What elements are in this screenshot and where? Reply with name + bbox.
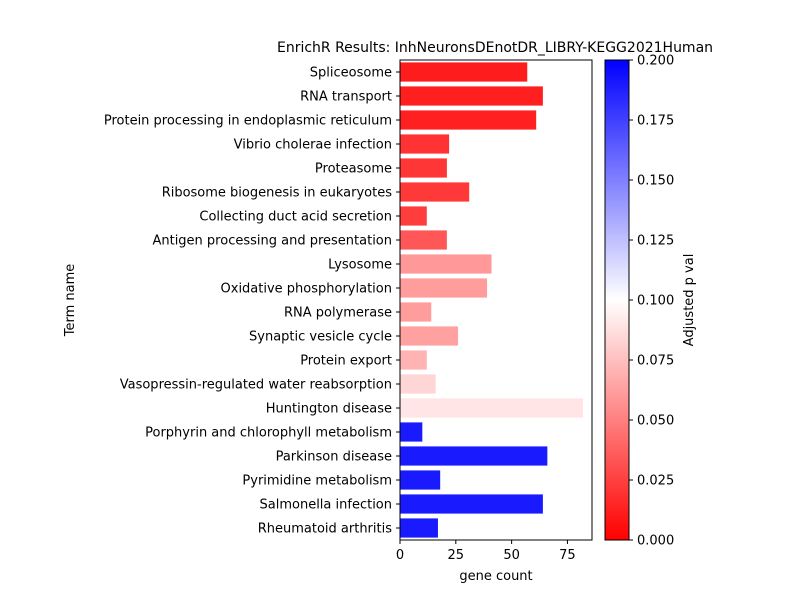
- colorbar-tick-label: 0.200: [637, 54, 674, 69]
- bar: [400, 494, 543, 514]
- chart-title: EnrichR Results: InhNeuronsDEnotDR_LIBRY…: [277, 40, 713, 56]
- y-tick-label: Porphyrin and chlorophyll metabolism: [145, 426, 392, 441]
- bar: [400, 350, 427, 370]
- y-tick-label: Protein export: [300, 354, 392, 369]
- bar: [400, 518, 438, 538]
- bar: [400, 254, 492, 274]
- bar: [400, 62, 528, 82]
- y-tick-label: Synaptic vesicle cycle: [249, 330, 392, 345]
- y-tick-label: Vasopressin-regulated water reabsorption: [120, 378, 392, 393]
- bar: [400, 470, 441, 490]
- colorbar-tick-label: 0.025: [637, 474, 674, 489]
- y-tick-label: Collecting duct acid secretion: [199, 210, 392, 225]
- colorbar-tick-label: 0.050: [637, 414, 674, 429]
- bar: [400, 134, 450, 154]
- colorbar-tick-label: 0.000: [637, 534, 674, 549]
- y-axis-label: Term name: [63, 264, 78, 338]
- colorbar: [604, 59, 630, 541]
- colorbar-tick-label: 0.150: [637, 174, 674, 189]
- colorbar-label: Adjusted p val: [682, 254, 697, 347]
- bar: [400, 206, 427, 226]
- colorbar-tick-label: 0.175: [637, 114, 674, 129]
- y-tick-label: Vibrio cholerae infection: [234, 138, 392, 153]
- colorbar-tick-label: 0.125: [637, 234, 674, 249]
- y-tick-label: Spliceosome: [310, 66, 392, 81]
- plot-frame: [399, 59, 593, 541]
- y-tick-label: Proteasome: [315, 162, 392, 177]
- y-tick-label: Lysosome: [328, 258, 392, 273]
- y-tick-label: RNA transport: [300, 90, 392, 105]
- y-tick-label: Rheumatoid arthritis: [258, 522, 392, 537]
- bar: [400, 374, 436, 394]
- y-tick-label: Parkinson disease: [276, 450, 392, 465]
- y-tick-label: Protein processing in endoplasmic reticu…: [104, 114, 392, 129]
- bar: [400, 326, 459, 346]
- colorbar-ticks: 0.000 0.025 0.050 0.075 0.100 0.125 0.150 0.175…: [629, 54, 674, 549]
- colorbar-tick-label: 0.100: [637, 294, 674, 309]
- y-tick-label: Salmonella infection: [260, 498, 392, 513]
- bar: [400, 302, 432, 322]
- x-axis-label: gene count: [459, 569, 532, 584]
- x-tick-label: 75: [559, 548, 576, 563]
- x-tick-label: 50: [503, 548, 520, 563]
- bar: [400, 110, 537, 130]
- y-axis: Spliceosome RNA transport Protein processi…: [104, 66, 400, 537]
- colorbar-tick-label: 0.075: [637, 354, 674, 369]
- y-tick-label: Pyrimidine metabolism: [242, 474, 392, 489]
- bars-group: [400, 62, 584, 538]
- y-tick-label: RNA polymerase: [284, 306, 392, 321]
- y-tick-label: Oxidative phosphorylation: [221, 282, 392, 297]
- x-axis: 0 25 50 75: [396, 540, 576, 563]
- bar: [400, 422, 423, 442]
- bar: [400, 398, 584, 418]
- y-tick-label: Antigen processing and presentation: [152, 234, 392, 249]
- bar: [400, 446, 548, 466]
- x-tick-label: 25: [448, 548, 465, 563]
- y-tick-label: Ribosome biogenesis in eukaryotes: [162, 186, 393, 201]
- bar: [400, 230, 447, 250]
- bar: [400, 278, 488, 298]
- bar: [400, 182, 470, 202]
- y-tick-label: Huntington disease: [266, 402, 392, 417]
- x-tick-label: 0: [396, 548, 404, 563]
- bar: [400, 86, 543, 106]
- bar: [400, 158, 447, 178]
